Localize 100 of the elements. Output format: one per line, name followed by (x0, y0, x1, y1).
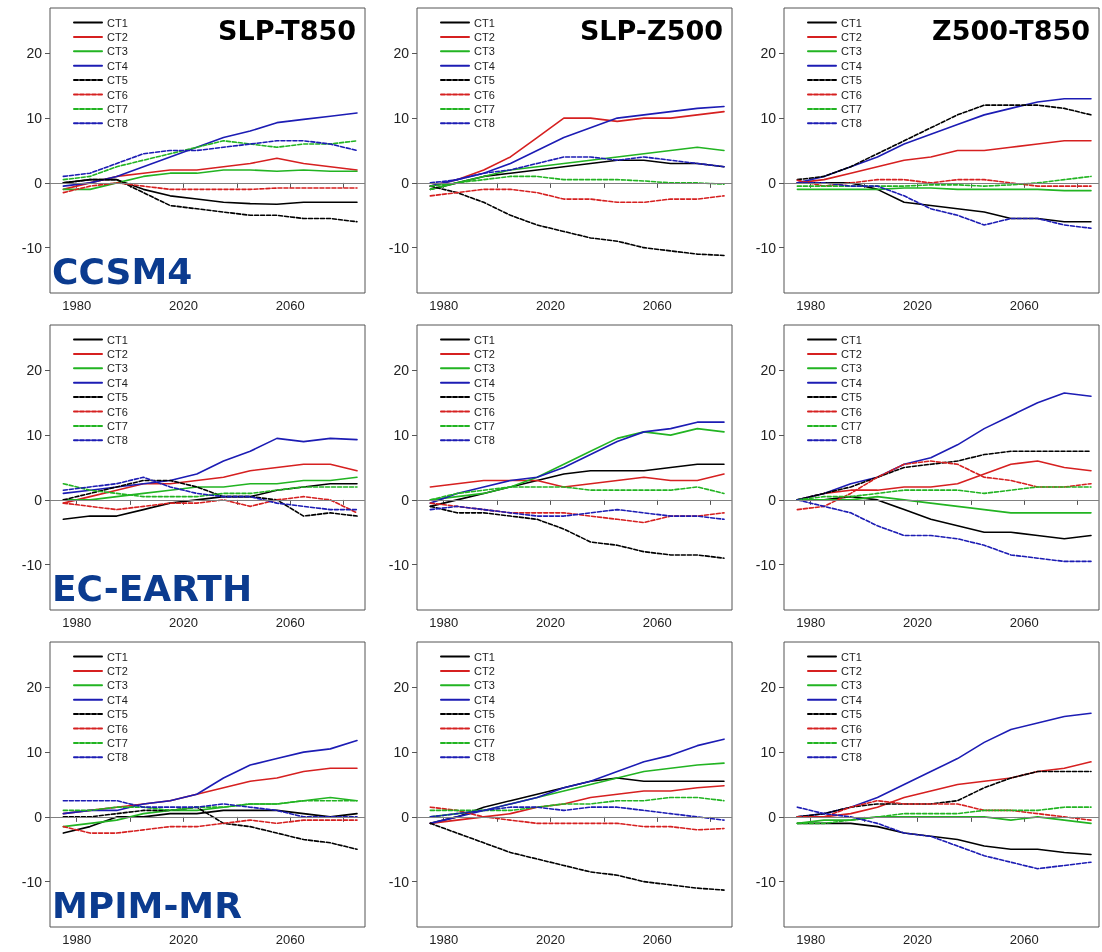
y-tick-label: -10 (21, 873, 43, 890)
legend-label: CT2 (107, 347, 128, 360)
y-tick-label: 10 (393, 744, 410, 761)
legend-label: CT7 (474, 102, 495, 115)
legend-label: CT1 (841, 333, 862, 346)
legend-label: CT1 (107, 650, 128, 663)
x-tick-label: 2060 (275, 932, 305, 947)
y-tick-label: 0 (34, 491, 43, 508)
legend-label: CT3 (841, 362, 862, 375)
legend-label: CT6 (474, 88, 495, 101)
x-tick-label: 1980 (429, 615, 459, 630)
legend-label: CT4 (107, 693, 128, 706)
legend-label: CT1 (107, 333, 128, 346)
y-tick-label: 10 (393, 427, 410, 444)
x-tick-label: 2060 (642, 615, 672, 630)
x-tick-label: 2020 (169, 615, 198, 630)
y-tick-label: 10 (26, 427, 43, 444)
x-tick-label: 2060 (1009, 298, 1039, 313)
x-tick-label: 1980 (62, 932, 92, 947)
legend-label: CT8 (107, 434, 128, 447)
y-tick-label: 0 (768, 174, 777, 191)
legend-label: CT4 (107, 59, 128, 72)
x-tick-label: 1980 (429, 932, 459, 947)
legend-label: CT7 (107, 419, 128, 432)
line-series (429, 146, 725, 191)
line-series (429, 188, 725, 204)
legend-label: CT2 (841, 347, 862, 360)
y-tick-label: 20 (26, 362, 43, 379)
legend-label: CT3 (107, 45, 128, 58)
y-tick-label: 10 (26, 744, 43, 761)
x-tick-label: 1980 (62, 298, 92, 313)
x-tick-label: 1980 (796, 615, 826, 630)
legend-label: CT3 (841, 679, 862, 692)
legend-label: CT3 (474, 362, 495, 375)
line-series (62, 169, 358, 191)
x-tick-label: 2060 (275, 298, 305, 313)
y-tick-label: 20 (760, 679, 777, 696)
legend-label: CT7 (107, 736, 128, 749)
line-series (429, 796, 725, 812)
x-tick-label: 2020 (169, 298, 198, 313)
legend-label: CT4 (474, 59, 495, 72)
legend-label: CT6 (841, 405, 862, 418)
legend-label: CT8 (107, 117, 128, 130)
legend-label: CT2 (474, 664, 495, 677)
chart-title: SLP-T850 (218, 15, 356, 46)
x-tick-label: 1980 (796, 932, 826, 947)
legend-label: CT8 (107, 751, 128, 764)
y-tick-label: 10 (760, 110, 777, 127)
legend-label: CT2 (474, 30, 495, 43)
legend-label: CT1 (107, 16, 128, 29)
y-tick-label: 20 (26, 679, 43, 696)
y-tick-label: 0 (401, 174, 410, 191)
x-tick-label: 2020 (903, 615, 932, 630)
x-tick-label: 2020 (169, 932, 198, 947)
legend-label: CT6 (841, 722, 862, 735)
legend-label: CT3 (107, 679, 128, 692)
line-series (62, 157, 358, 191)
legend-label: CT8 (841, 117, 862, 130)
x-tick-label: 2020 (903, 932, 932, 947)
line-series (429, 738, 725, 825)
annotation: EC-EARTH (52, 567, 253, 609)
y-tick-label: 0 (401, 491, 410, 508)
y-tick-label: -10 (388, 239, 410, 256)
y-tick-label: 0 (768, 491, 777, 508)
legend-label: CT3 (107, 362, 128, 375)
y-tick-label: 0 (401, 808, 410, 825)
x-tick-label: 2060 (275, 615, 305, 630)
legend-label: CT2 (841, 664, 862, 677)
legend-label: CT4 (474, 376, 495, 389)
legend-label: CT4 (841, 59, 862, 72)
line-series (62, 739, 358, 815)
x-tick-label: 1980 (429, 298, 459, 313)
y-tick-label: 0 (34, 808, 43, 825)
x-tick-label: 2020 (903, 298, 932, 313)
legend-label: CT4 (841, 376, 862, 389)
legend-label: CT1 (841, 650, 862, 663)
x-tick-label: 2020 (536, 932, 565, 947)
annotation: CCSM4 (52, 250, 193, 292)
x-tick-label: 2060 (1009, 932, 1039, 947)
x-tick-label: 1980 (62, 615, 92, 630)
y-tick-label: 10 (760, 427, 777, 444)
legend-label: CT5 (474, 74, 495, 87)
legend-label: CT7 (474, 419, 495, 432)
y-tick-label: -10 (388, 873, 410, 890)
legend-label: CT2 (107, 30, 128, 43)
legend-label: CT7 (841, 419, 862, 432)
chart-title: Z500-T850 (932, 15, 1090, 46)
legend-label: CT6 (107, 405, 128, 418)
x-tick-label: 2020 (536, 615, 565, 630)
x-tick-label: 2060 (642, 932, 672, 947)
legend-label: CT5 (107, 391, 128, 404)
line-series (796, 460, 1092, 511)
chart-title: SLP-Z500 (579, 15, 723, 46)
legend-label: CT8 (474, 434, 495, 447)
y-tick-label: 20 (760, 45, 777, 62)
y-tick-label: 20 (26, 45, 43, 62)
y-tick-label: -10 (755, 556, 777, 573)
x-tick-label: 2020 (536, 298, 565, 313)
y-tick-label: 0 (768, 808, 777, 825)
line-series (429, 473, 725, 488)
